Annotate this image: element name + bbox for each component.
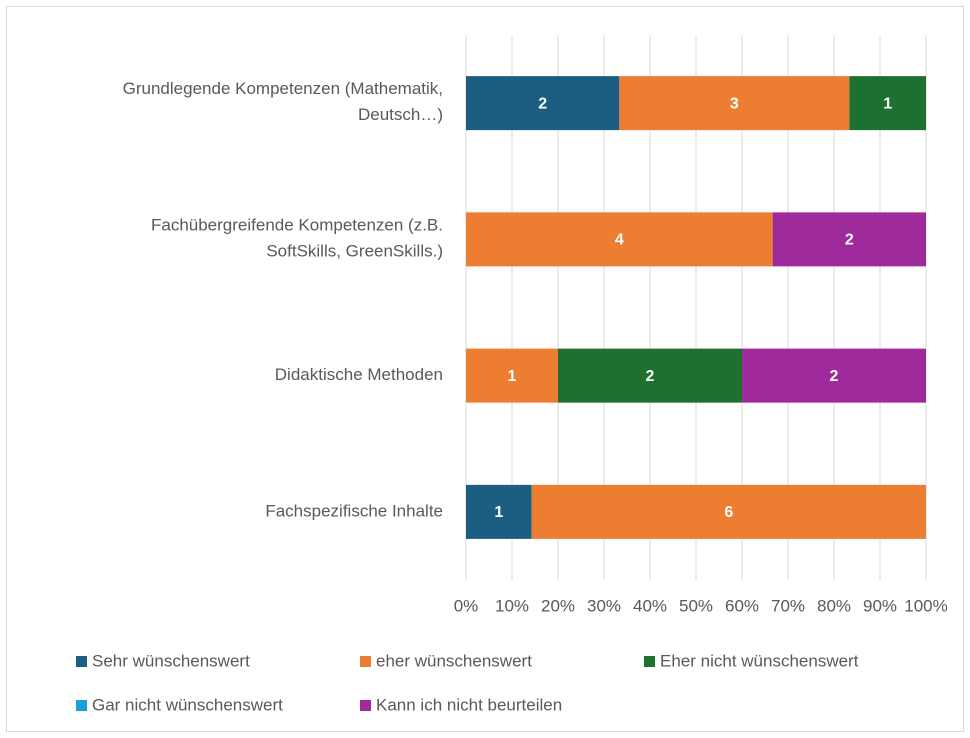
value-label: 2 — [646, 368, 655, 385]
legend-swatch — [360, 700, 371, 711]
value-label: 2 — [538, 95, 547, 112]
legend-label: Eher nicht wünschenswert — [660, 651, 859, 670]
bar-segment — [558, 348, 742, 403]
x-tick-label: 50% — [679, 596, 713, 615]
value-label: 1 — [508, 368, 517, 385]
bar-segment — [531, 484, 926, 539]
value-label: 4 — [615, 232, 624, 249]
value-label: 6 — [724, 504, 733, 521]
y-tick-label: Fachübergreifende Kompetenzen (z.B. SoftS… — [151, 216, 443, 261]
legend-label: Gar nicht wünschenswert — [92, 695, 283, 714]
y-tick-label: Grundlegende Kompetenzen (Mathematik, Deu… — [123, 80, 443, 125]
y-tick-label: Didaktische Methoden — [275, 365, 443, 384]
bar-segment — [619, 76, 850, 131]
x-tick-label: 20% — [541, 596, 575, 615]
bar-segment — [466, 212, 773, 267]
legend-swatch — [76, 700, 87, 711]
bar-segment — [466, 484, 532, 539]
value-label: 2 — [830, 368, 839, 385]
value-label: 1 — [494, 504, 503, 521]
legend-swatch — [76, 656, 87, 667]
value-label: 2 — [845, 232, 854, 249]
y-tick-label: Fachspezifische Inhalte — [265, 501, 443, 520]
x-tick-label: 60% — [725, 596, 759, 615]
bar-segment — [466, 348, 558, 403]
bar-segment — [742, 348, 926, 403]
x-tick-label: 100% — [904, 596, 947, 615]
x-tick-label: 0% — [454, 596, 479, 615]
x-tick-label: 90% — [863, 596, 897, 615]
value-label: 3 — [730, 95, 739, 112]
legend-swatch — [644, 656, 655, 667]
bar-segment — [772, 212, 926, 267]
x-tick-label: 40% — [633, 596, 667, 615]
bar-segment — [466, 76, 620, 131]
x-tick-label: 10% — [495, 596, 529, 615]
legend-swatch — [360, 656, 371, 667]
value-label: 1 — [883, 95, 892, 112]
x-tick-label: 80% — [817, 596, 851, 615]
x-tick-label: 70% — [771, 596, 805, 615]
legend-label: Sehr wünschenswert — [92, 651, 250, 670]
bar-segment — [849, 76, 926, 131]
legend-label: Kann ich nicht beurteilen — [376, 695, 562, 714]
legend-label: eher wünschenswert — [376, 651, 532, 670]
x-tick-label: 30% — [587, 596, 621, 615]
